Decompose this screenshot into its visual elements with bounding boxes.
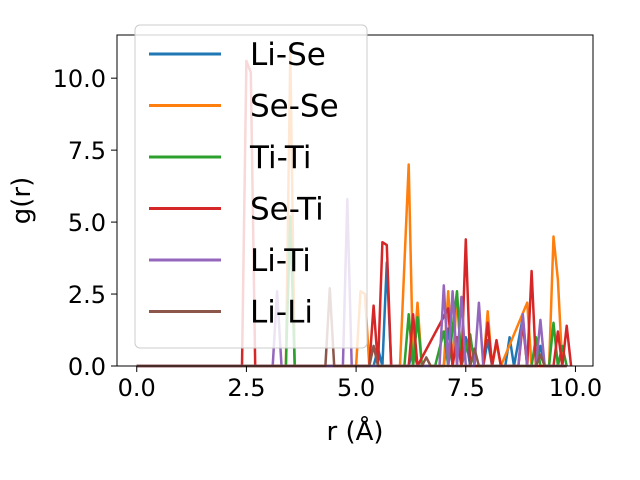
x-axis: 0.0 2.5 5.0 7.5 10.0 (118, 366, 602, 402)
legend-label: Li-Se (250, 37, 326, 73)
y-tick-label: 5.0 (68, 209, 106, 237)
x-tick-label: 5.0 (337, 374, 375, 402)
legend-label: Se-Ti (250, 192, 324, 228)
legend-label: Li-Li (250, 295, 313, 331)
y-tick-label: 7.5 (68, 137, 106, 165)
legend: Li-Se Se-Se Ti-Ti Se-Ti Li-Ti Li-Li (134, 24, 368, 349)
y-axis: 0.0 2.5 5.0 7.5 10.0 (53, 65, 117, 381)
legend-label: Se-Se (250, 89, 339, 125)
y-tick-label: 0.0 (68, 353, 106, 381)
x-tick-label: 0.0 (118, 374, 156, 402)
x-axis-label: r (Å) (326, 415, 383, 447)
legend-label: Ti-Ti (249, 140, 312, 176)
legend-label: Li-Ti (250, 243, 311, 279)
x-tick-label: 7.5 (447, 374, 485, 402)
y-axis-label: g(r) (7, 177, 37, 224)
x-tick-label: 2.5 (227, 374, 265, 402)
y-tick-label: 2.5 (68, 281, 106, 309)
y-tick-label: 10.0 (53, 65, 106, 93)
x-tick-label: 10.0 (549, 374, 602, 402)
